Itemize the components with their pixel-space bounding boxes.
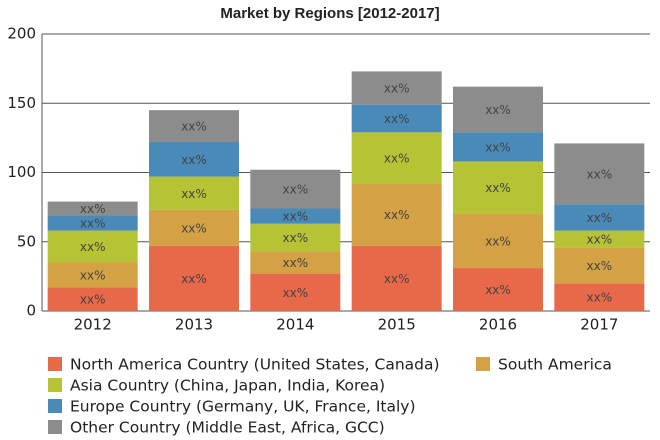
bar-segment xyxy=(47,230,138,263)
value-label: xx% xyxy=(283,231,309,245)
bar-segment xyxy=(554,143,645,205)
value-label: xx% xyxy=(80,293,106,307)
value-label: xx% xyxy=(587,291,613,305)
y-tick-label: 100 xyxy=(7,163,36,181)
value-label: xx% xyxy=(181,120,207,134)
bar-segment xyxy=(554,247,645,284)
legend-swatch xyxy=(48,357,62,371)
legend-swatch xyxy=(48,399,62,413)
x-tick-label: 2017 xyxy=(580,316,618,334)
value-label: xx% xyxy=(181,187,207,201)
legend-label: South America xyxy=(498,356,612,374)
bar-segment xyxy=(149,142,239,177)
value-label: xx% xyxy=(181,272,207,286)
bar-segment xyxy=(453,214,543,269)
value-label: xx% xyxy=(587,259,613,273)
bar-segment xyxy=(453,268,543,311)
value-label: xx% xyxy=(384,272,410,286)
value-label: xx% xyxy=(80,268,106,282)
x-tick-label: 2014 xyxy=(276,316,314,334)
bar-segment xyxy=(47,287,138,311)
bar-segment xyxy=(149,245,239,311)
bar-segment xyxy=(554,204,645,231)
value-label: xx% xyxy=(283,256,309,270)
bar-segment xyxy=(351,183,442,246)
value-label: xx% xyxy=(384,151,410,165)
bar-segment xyxy=(554,230,645,248)
value-label: xx% xyxy=(80,217,106,231)
legend-swatch xyxy=(476,357,490,371)
legend-swatch xyxy=(48,420,62,434)
bar-segment xyxy=(351,132,442,184)
bar-segment xyxy=(47,201,138,216)
bar-segment xyxy=(149,209,239,246)
legend-swatch xyxy=(48,378,62,392)
value-label: xx% xyxy=(485,103,511,117)
x-tick-label: 2012 xyxy=(74,316,112,334)
bar-segment xyxy=(149,176,239,210)
y-tick-label: 0 xyxy=(26,302,36,320)
chart-title: Market by Regions [2012-2017] xyxy=(220,5,439,22)
bar-segment xyxy=(250,251,341,274)
y-tick-label: 200 xyxy=(7,25,36,43)
value-label: xx% xyxy=(80,202,106,216)
x-tick-label: 2015 xyxy=(378,316,416,334)
value-label: xx% xyxy=(181,153,207,167)
value-label: xx% xyxy=(485,140,511,154)
bar-segment xyxy=(47,262,138,288)
bar-segment xyxy=(149,110,239,143)
bar-segment xyxy=(554,283,645,311)
legend-label: Other Country (Middle East, Africa, GCC) xyxy=(70,419,385,437)
bar-segment xyxy=(250,273,341,311)
value-label: xx% xyxy=(485,283,511,297)
bar-segment xyxy=(453,86,543,133)
bar-segment xyxy=(351,71,442,105)
value-label: xx% xyxy=(587,211,613,225)
legend-label: Asia Country (China, Japan, India, Korea… xyxy=(70,377,385,395)
legend-label: Europe Country (Germany, UK, France, Ita… xyxy=(70,398,416,416)
legend-label: North America Country (United States, Ca… xyxy=(70,356,440,374)
value-label: xx% xyxy=(283,210,309,224)
bar-segment xyxy=(453,161,543,215)
x-tick-label: 2016 xyxy=(479,316,517,334)
value-label: xx% xyxy=(485,181,511,195)
bar-segment xyxy=(250,208,341,224)
value-label: xx% xyxy=(80,240,106,254)
value-label: xx% xyxy=(485,235,511,249)
value-label: xx% xyxy=(384,112,410,126)
value-label: xx% xyxy=(384,82,410,96)
bar-segment xyxy=(250,223,341,252)
y-tick-label: 50 xyxy=(17,232,36,250)
value-label: xx% xyxy=(283,286,309,300)
bar-segment xyxy=(453,132,543,162)
bar-segment xyxy=(47,215,138,231)
x-tick-label: 2013 xyxy=(175,316,213,334)
value-label: xx% xyxy=(283,183,309,197)
y-tick-label: 150 xyxy=(7,94,36,112)
bar-segment xyxy=(250,169,341,209)
bar-segment xyxy=(351,104,442,133)
value-label: xx% xyxy=(384,208,410,222)
bar-segment xyxy=(351,245,442,311)
value-label: xx% xyxy=(587,167,613,181)
value-label: xx% xyxy=(181,221,207,235)
value-label: xx% xyxy=(587,232,613,246)
